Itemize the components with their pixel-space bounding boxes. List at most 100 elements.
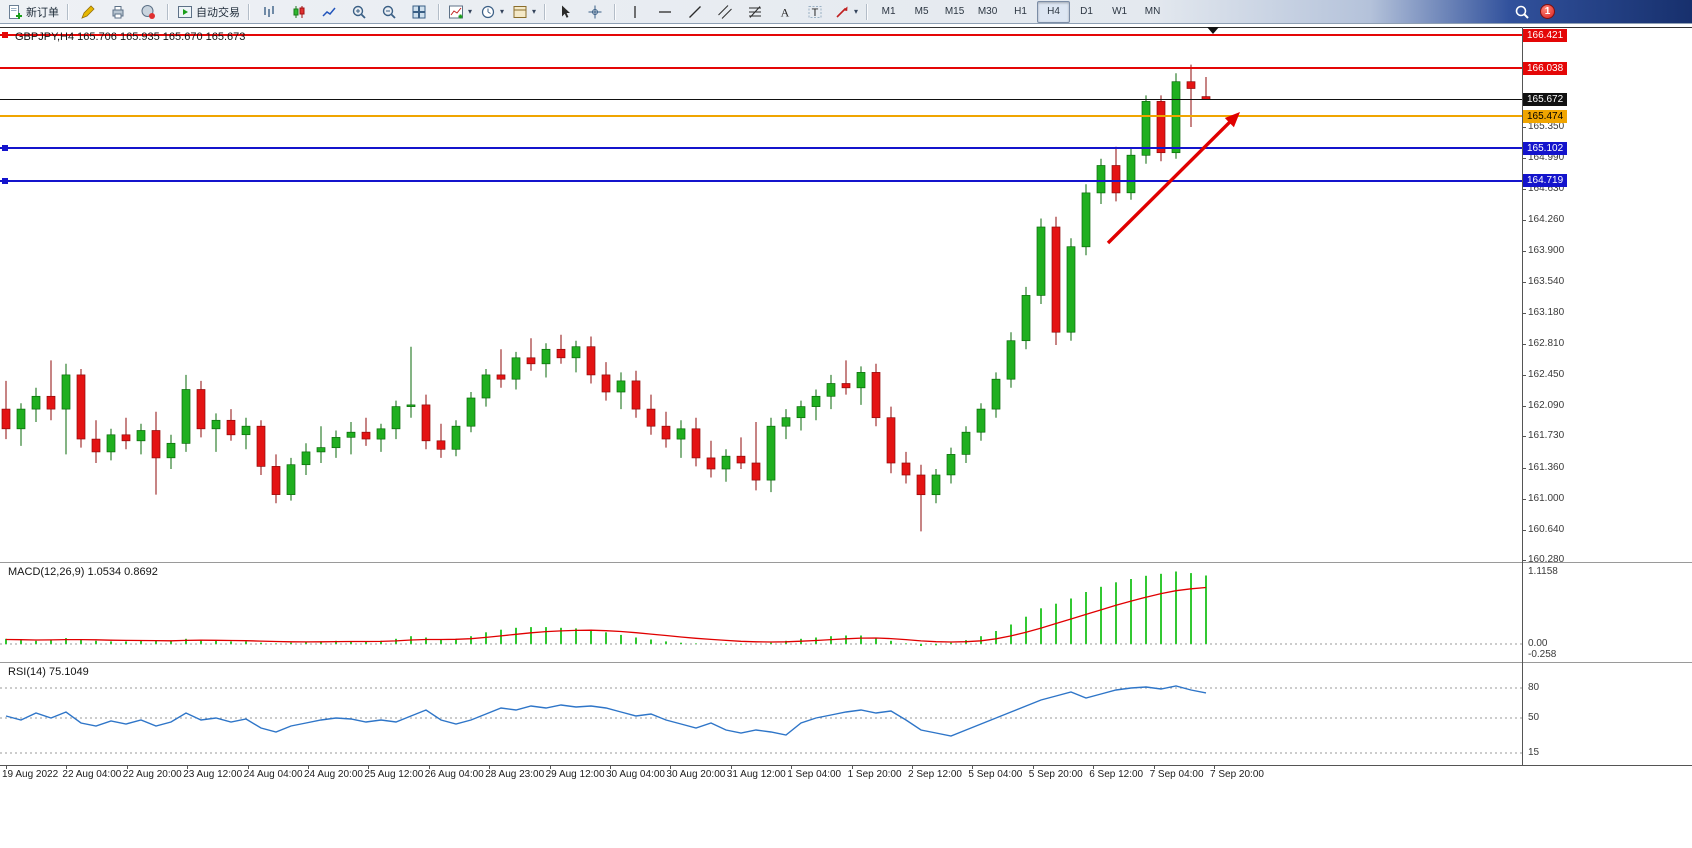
- time-axis-tick: [791, 765, 793, 769]
- trendline-tool-button[interactable]: [680, 1, 710, 23]
- metaeditor-button[interactable]: [73, 1, 103, 23]
- time-axis-tick: [247, 765, 249, 769]
- timeframe-mn[interactable]: MN: [1144, 6, 1161, 17]
- price-tag-164.719: 164.719: [1523, 174, 1568, 188]
- arrows-tool-button[interactable]: ▾: [830, 1, 862, 23]
- toolbar-separator: [438, 3, 440, 20]
- price-axis-tick: [1522, 220, 1526, 222]
- macd-scale-label: 1.1158: [1528, 565, 1558, 577]
- time-axis-label: 1 Sep 04:00: [787, 769, 842, 780]
- price-axis-label: 161.000: [1528, 492, 1565, 504]
- timeframe-m1[interactable]: M1: [881, 6, 896, 17]
- price-axis-label: 164.630: [1528, 182, 1565, 194]
- zoom-out-button[interactable]: [374, 1, 404, 23]
- timeframe-d1[interactable]: D1: [1080, 6, 1093, 17]
- time-axis-label: 7 Sep 20:00: [1210, 769, 1264, 780]
- time-axis-label: 29 Aug 12:00: [545, 769, 605, 780]
- chevron-down-icon: ▾: [854, 7, 859, 16]
- price-axis-label: 162.450: [1528, 368, 1565, 380]
- text-label-icon: T: [808, 5, 822, 19]
- rsi-panel-separator[interactable]: [0, 662, 1692, 663]
- rsi-scale-label: 15: [1528, 747, 1540, 758]
- price-axis-tick: [1522, 468, 1526, 470]
- toolbar: 新订单 自动交易: [0, 0, 1692, 24]
- price-axis-tick: [1522, 188, 1526, 190]
- price-axis-border: [1522, 27, 1523, 766]
- templates-button[interactable]: ▾: [508, 1, 540, 23]
- indicators-button[interactable]: ▾: [444, 1, 476, 23]
- timeframe-m15[interactable]: M15: [944, 6, 965, 17]
- time-axis-label: 22 Aug 04:00: [62, 769, 122, 780]
- new-order-button[interactable]: 新订单: [3, 1, 63, 23]
- time-axis-tick: [187, 765, 189, 769]
- timeframe-toolbar: M1 M5 M15 M30 H1 H4 D1 W1 MN: [872, 0, 1169, 23]
- macd-indicator-label: MACD(12,26,9) 1.0534 0.8692: [8, 566, 158, 578]
- chart-series: [0, 64, 1522, 754]
- vertical-line-tool-button[interactable]: [620, 1, 650, 23]
- label-tool-button[interactable]: T: [800, 1, 830, 23]
- price-axis-label: 160.280: [1528, 554, 1565, 566]
- notification-badge[interactable]: 1: [1540, 4, 1555, 19]
- price-axis-label: 161.730: [1528, 430, 1565, 442]
- time-axis-label: 30 Aug 20:00: [666, 769, 726, 780]
- rsi-series: [0, 685, 1522, 754]
- periods-button[interactable]: ▾: [476, 1, 508, 23]
- channel-tool-button[interactable]: [710, 1, 740, 23]
- autotrading-button[interactable]: 自动交易: [173, 1, 244, 23]
- time-axis-tick: [66, 765, 68, 769]
- price-axis-tick: [1522, 250, 1526, 252]
- zoom-out-icon: [382, 5, 396, 19]
- fibonacci-icon: [749, 5, 762, 18]
- rsi-scale-label: 80: [1528, 682, 1540, 693]
- time-axis-label: 28 Aug 23:00: [485, 769, 545, 780]
- timeframe-h4[interactable]: H4: [1037, 0, 1071, 23]
- price-axis-tick: [1522, 498, 1526, 500]
- price-axis-label: 165.350: [1528, 121, 1565, 133]
- price-axis-tick: [1522, 405, 1526, 407]
- price-axis-tick: [1522, 560, 1526, 562]
- timeframe-m30[interactable]: M30: [977, 6, 998, 17]
- time-axis-tick: [610, 765, 611, 769]
- toolbar-separator: [544, 3, 547, 20]
- macd-panel-separator[interactable]: [0, 562, 1692, 563]
- zoom-in-button[interactable]: [344, 1, 374, 23]
- price-axis-label: 162.810: [1528, 338, 1565, 350]
- timeframe-w1[interactable]: W1: [1112, 6, 1128, 17]
- price-tag-165.474: 165.474: [1523, 109, 1568, 123]
- text-tool-button[interactable]: A: [770, 1, 800, 23]
- line-chart-icon: [322, 7, 336, 17]
- timeframe-h1[interactable]: H1: [1014, 6, 1027, 17]
- horizontal-line-tool-button[interactable]: [650, 1, 680, 23]
- time-axis-label: 24 Aug 04:00: [243, 769, 303, 780]
- template-icon: [513, 5, 527, 18]
- cursor-icon: [562, 5, 571, 18]
- time-axis-label: 2 Sep 12:00: [908, 769, 962, 780]
- candlestick-icon: [293, 5, 305, 18]
- time-axis-label: 30 Aug 04:00: [606, 769, 665, 780]
- price-axis-tick: [1522, 344, 1526, 346]
- bar-chart-button[interactable]: [254, 1, 284, 23]
- time-axis-tick: [428, 765, 430, 769]
- indicators-icon: [449, 5, 463, 18]
- candlestick-chart-button[interactable]: [284, 1, 314, 23]
- price-axis-tick: [1522, 281, 1526, 283]
- community-button[interactable]: [133, 1, 163, 23]
- price-tag-166.421: 166.421: [1523, 28, 1568, 42]
- tile-windows-button[interactable]: [404, 1, 434, 23]
- fibonacci-tool-button[interactable]: [740, 1, 770, 23]
- crosshair-button[interactable]: [580, 1, 610, 23]
- price-axis-label: 163.180: [1528, 306, 1565, 318]
- print-button[interactable]: [103, 1, 133, 23]
- price-tag-165.102: 165.102: [1523, 141, 1568, 155]
- timeframe-m5[interactable]: M5: [914, 6, 929, 17]
- line-chart-button[interactable]: [314, 1, 344, 23]
- autotrading-label: 自动交易: [196, 6, 240, 19]
- pencil-icon: [81, 4, 95, 19]
- price-axis-tick: [1522, 436, 1526, 438]
- printer-icon: [112, 5, 124, 18]
- cursor-button[interactable]: [550, 1, 580, 23]
- search-button[interactable]: [1514, 4, 1530, 20]
- macd-series: [0, 571, 1522, 646]
- time-axis-tick: [1153, 765, 1155, 769]
